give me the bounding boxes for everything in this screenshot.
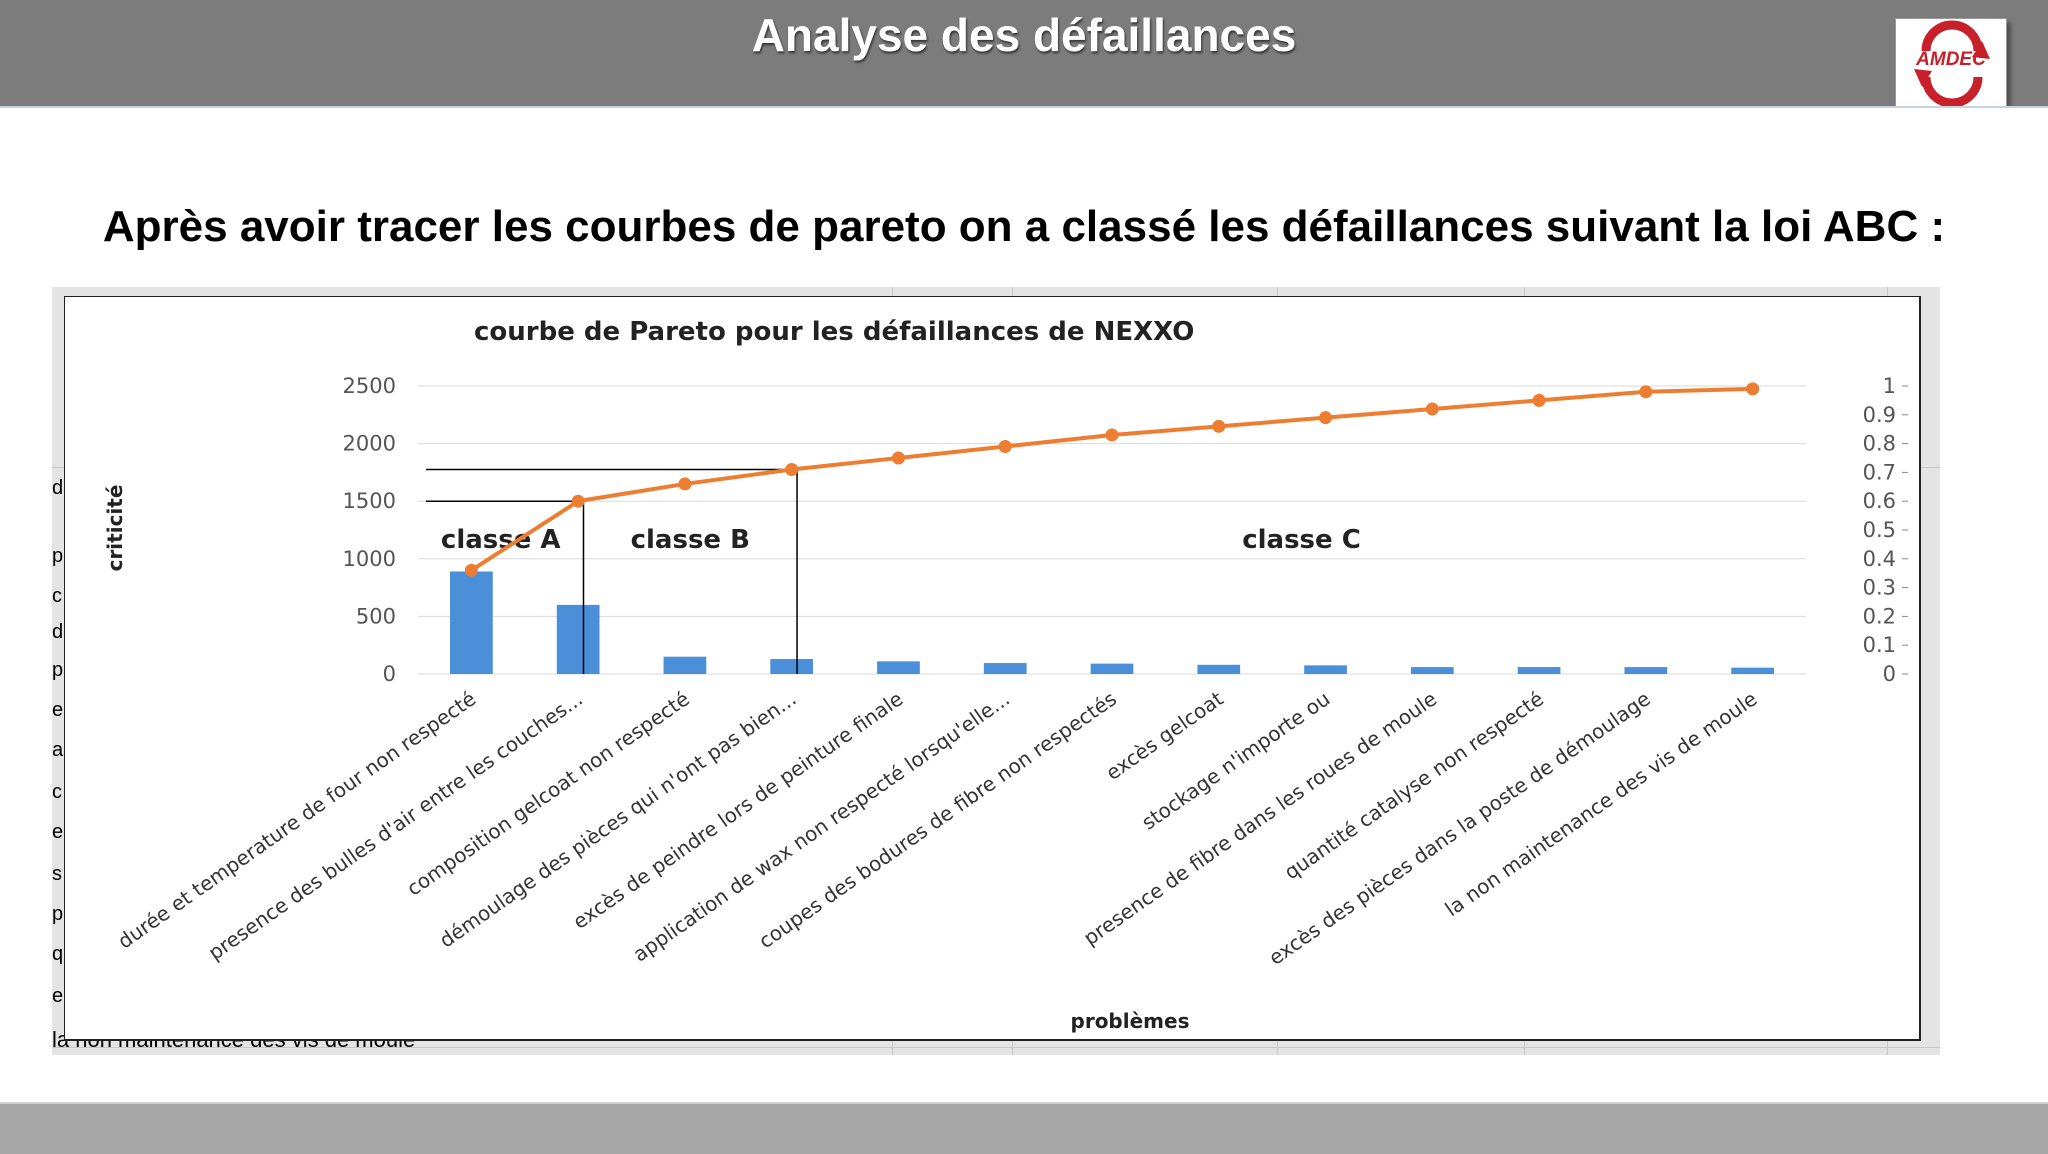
amdec-arrows-icon (1914, 20, 1990, 108)
y-tick-label: 2000 (343, 432, 396, 456)
sheet-row-letter: p (52, 659, 64, 681)
sheet-row-letter: e (52, 821, 64, 843)
cumulative-point (891, 451, 905, 465)
y2-tick-label: 0.7 (1863, 460, 1896, 484)
bar (1197, 664, 1241, 674)
sheet-row-letter: c (52, 781, 62, 803)
chart-title: courbe de Pareto pour les défaillances d… (474, 317, 1194, 347)
slide-title: Analyse des défaillances (751, 9, 1297, 61)
cumulative-point (1746, 382, 1760, 396)
amdec-logo: AMDEC (1895, 18, 2007, 108)
y2-tick-label: 0 (1883, 662, 1896, 686)
sheet-row-letter: s (52, 863, 62, 885)
bar (556, 604, 600, 674)
class-label: classe B (631, 525, 750, 555)
slide-heading: Après avoir tracer les courbes de pareto… (102, 202, 1946, 251)
bar-series (450, 571, 1774, 674)
bar (1517, 667, 1561, 674)
cumulative-point (571, 494, 585, 508)
bar (770, 659, 814, 674)
slide-footer (0, 1102, 2048, 1154)
sheet-row-letter: d (52, 477, 64, 499)
cumulative-point (1425, 402, 1439, 416)
sheet-row-letter: p (52, 545, 64, 567)
bar (1090, 663, 1134, 674)
y2-tick-label: 1 (1883, 374, 1896, 398)
bar (663, 656, 707, 674)
y2-tick-label: 0.4 (1863, 547, 1896, 571)
class-label: classe C (1242, 525, 1361, 555)
sheet-row-letter: a (52, 739, 64, 761)
cumulative-point (785, 463, 799, 477)
x-axis-title: problèmes (1071, 1009, 1190, 1033)
sheet-row-letter: p (52, 903, 64, 925)
sheet-row-letter: e (52, 985, 64, 1007)
cumulative-point (1319, 411, 1333, 425)
y-tick-label: 1000 (343, 547, 396, 571)
y2-tick-label: 0.1 (1863, 633, 1896, 657)
y2-tick-label: 0.3 (1863, 576, 1896, 600)
y-tick-label: 0 (383, 662, 396, 686)
y2-tick-label: 0.5 (1863, 518, 1896, 542)
bar (1731, 667, 1774, 674)
bar (877, 661, 920, 674)
sheet-row-letter: e (52, 699, 64, 721)
cumulative-point (678, 477, 692, 491)
y-tick-label: 2500 (343, 374, 396, 398)
sheet-gridline (52, 1047, 1940, 1048)
cumulative-point (464, 563, 478, 577)
y2-tick-label: 0.6 (1863, 489, 1896, 513)
cumulative-point (1105, 428, 1119, 442)
bar (1624, 667, 1668, 674)
bar (983, 663, 1027, 674)
pareto-chart: courbe de Pareto pour les défaillances d… (64, 296, 1921, 1041)
y2-tick-label: 0.9 (1863, 403, 1896, 427)
sheet-row-letter: q (52, 943, 64, 965)
sheet-row-letter: c (52, 585, 62, 607)
x-axis-category-labels: durée et temperature de four non respect… (113, 686, 1761, 970)
sheet-row-letter: d (52, 621, 64, 643)
bar (1410, 667, 1454, 674)
cumulative-point (998, 439, 1012, 453)
y2-tick-label: 0.2 (1863, 604, 1896, 628)
cumulative-point (1212, 419, 1226, 433)
y-tick-label: 1500 (343, 489, 396, 513)
logo-label: AMDEC (1916, 49, 1986, 70)
y-axis-title: criticité (103, 485, 127, 572)
y2-tick-label: 0.8 (1863, 432, 1896, 456)
slide-header: Analyse des défaillances AMDEC (0, 0, 2048, 108)
cumulative-line-series (464, 382, 1760, 577)
cumulative-point (1639, 385, 1653, 399)
cumulative-point (1532, 393, 1546, 407)
y-tick-label: 500 (356, 604, 396, 628)
y-axis-ticks: 0 500 1000 1500 2000 2500 (343, 374, 396, 686)
bar (1304, 665, 1347, 674)
y2-axis-ticks: 0 0.1 0.2 0.3 0.4 0.5 0.6 0.7 0.8 0.9 1 (1863, 374, 1908, 686)
bar (450, 571, 493, 674)
